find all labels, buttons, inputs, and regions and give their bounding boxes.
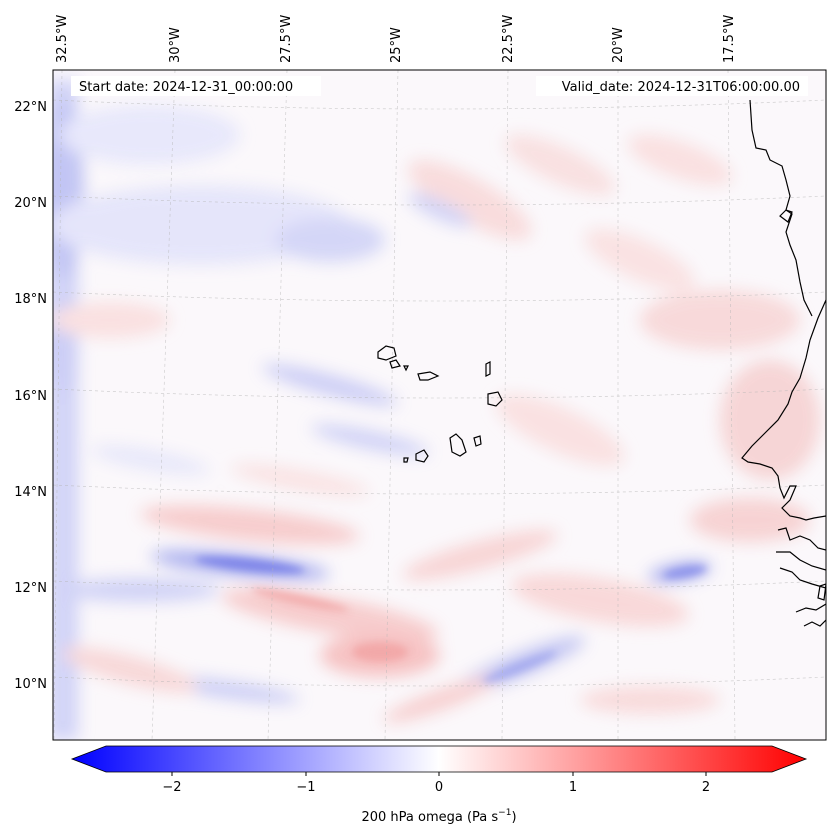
lon-label: 27.5°W <box>279 15 294 63</box>
start-date-box <box>71 76 321 96</box>
colorbar-body <box>70 745 808 773</box>
start-date-label: Start date: 2024-12-31_00:00:00 <box>79 80 293 95</box>
colorbar-label-close: ) <box>511 810 516 825</box>
colorbar-tick-label: 2 <box>702 780 710 795</box>
island-brava <box>403 457 409 463</box>
lat-label: 12°N <box>14 581 47 596</box>
lon-label: 22.5°W <box>501 15 516 63</box>
island-sal <box>485 361 491 377</box>
colorbar: −2 −1 0 1 2 200 hPa omega (Pa s−1) <box>70 745 808 825</box>
island-fogo <box>415 449 429 463</box>
lat-label: 22°N <box>14 100 47 115</box>
island-boa-vista <box>487 391 503 407</box>
island-sao-nicolau <box>417 371 440 381</box>
colorbar-tick-label: 1 <box>569 780 577 795</box>
lon-label: 17.5°W <box>722 15 737 63</box>
lon-label: 30°W <box>168 27 183 63</box>
lat-label: 18°N <box>14 292 47 307</box>
africa-coastline <box>741 299 826 521</box>
africa-north-coast <box>749 99 813 317</box>
colorbar-tick-label: 0 <box>435 780 443 795</box>
lat-label: 16°N <box>14 389 47 404</box>
valid-date-box <box>536 76 808 96</box>
colorbar-tick-label: −1 <box>296 780 315 795</box>
map-panel: Start date: 2024-12-31_00:00:00 Valid_da… <box>52 69 827 741</box>
map-frame <box>52 69 827 741</box>
latitude-labels: 22°N 20°N 18°N 16°N 14°N 12°N 10°N <box>14 100 47 692</box>
island-santo-antao <box>377 345 397 361</box>
island-sao-vicente <box>389 359 401 369</box>
island-maio <box>473 435 482 447</box>
colorbar-ticks <box>171 772 707 776</box>
lat-label: 20°N <box>14 196 47 211</box>
gridlines <box>53 70 826 740</box>
colorbar-tick-label: −2 <box>162 780 181 795</box>
island-santa-luzia <box>403 365 409 372</box>
coastline <box>377 99 826 627</box>
longitude-labels: 32.5°W 30°W 27.5°W 25°W 22.5°W 20°W 17.5… <box>55 15 737 63</box>
lat-label: 10°N <box>14 677 47 692</box>
valid-date-label: Valid_date: 2024-12-31T06:00:00.00 <box>562 80 800 95</box>
island-santiago <box>449 433 467 457</box>
lon-label: 32.5°W <box>55 15 70 63</box>
lon-label: 25°W <box>389 27 404 63</box>
omega-field <box>53 80 820 740</box>
lon-label: 20°W <box>611 27 626 63</box>
colorbar-label-exponent: −1 <box>498 808 511 818</box>
colorbar-label-main: 200 hPa omega (Pa s <box>361 810 498 825</box>
colorbar-label: 200 hPa omega (Pa s−1) <box>361 808 516 825</box>
lat-label: 14°N <box>14 485 47 500</box>
